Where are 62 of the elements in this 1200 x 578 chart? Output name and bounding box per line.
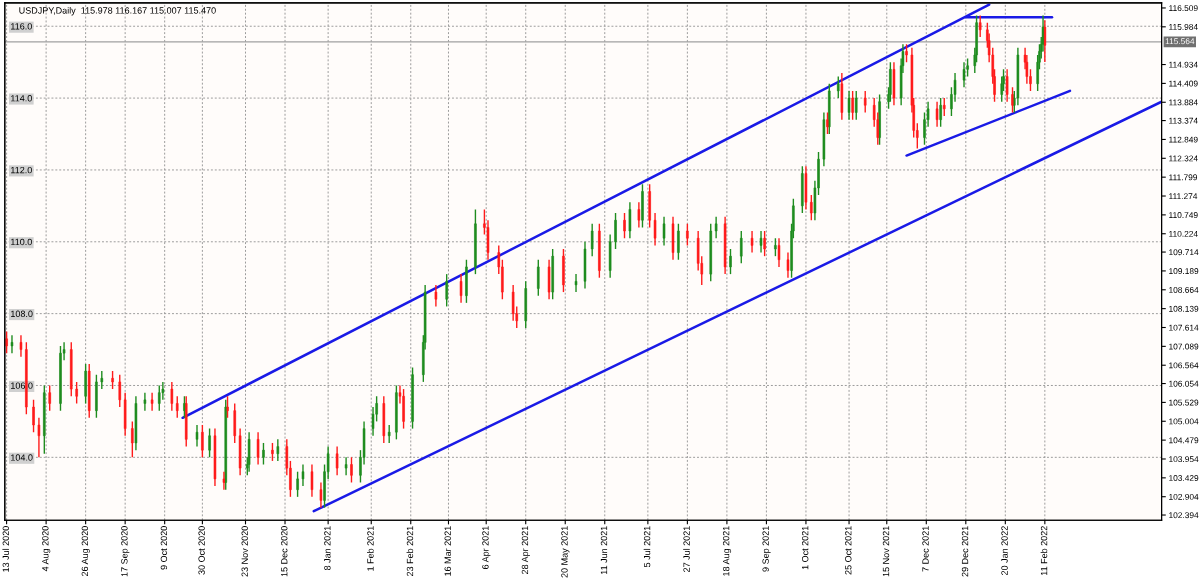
x-tick-label: 15 Nov 2021: [882, 526, 890, 577]
y2-tick-label: 111.274: [1169, 193, 1198, 200]
x-tick-label: 28 Apr 2021: [521, 526, 530, 574]
x-tick-label: 29 Dec 2021: [961, 526, 969, 577]
y2-tick-label: 105.529: [1169, 399, 1199, 406]
y2-tick-label: 111.799: [1169, 174, 1198, 181]
y2-tick-label: 109.714: [1169, 249, 1199, 256]
y2-tick-label: 103.954: [1169, 456, 1199, 463]
x-tick-label: 4 Aug 2020: [42, 526, 51, 572]
y2-tick-label: 107.614: [1169, 324, 1199, 331]
x-tick-label: 23 Nov 2020: [241, 526, 248, 577]
y2-tick-label: 115.984: [1169, 24, 1198, 30]
y-tick-label: 110.0: [11, 238, 32, 246]
x-tick-label: 18 Aug 2021: [722, 526, 732, 576]
y-tick-label: 108.0: [11, 310, 33, 317]
x-tick-label: 1 Feb 2021: [367, 526, 374, 571]
y2-tick-label: 112.324: [1169, 155, 1198, 162]
x-tick-label: 20 May 2021: [561, 526, 570, 578]
x-tick-label: 25 Oct 2021: [845, 526, 852, 575]
x-tick-label: 7 Dec 2021: [922, 526, 929, 572]
x-tick-label: 15 Dec 2020: [281, 526, 288, 577]
y2-tick-label: 108.139: [1169, 305, 1199, 312]
y-tick-label: 116.0: [11, 23, 32, 30]
y2-tick-label: 110.749: [1169, 212, 1198, 218]
x-tick-label: 16 Mar 2021: [444, 526, 451, 576]
x-tick-label: 26 Aug 2020: [81, 526, 90, 577]
x-tick-label: 30 Oct 2020: [198, 526, 205, 575]
x-tick-label: 27 Jul 2021: [683, 526, 690, 572]
y2-tick-label: 107.089: [1169, 343, 1199, 350]
x-tick-label: 6 Apr 2021: [482, 526, 491, 569]
chart-title: USDJPY,Daily 115.978 116.167 115.007 115.470: [19, 7, 216, 16]
y2-tick-label: 114.934: [1169, 61, 1198, 68]
y-tick-label: 112.0: [11, 166, 32, 174]
x-tick-label: 17 Sep 2020: [121, 526, 130, 577]
y2-tick-label: 110.224: [1169, 230, 1198, 237]
y2-tick-label: 103.429: [1169, 475, 1199, 481]
y2-tick-label: 106.054: [1169, 380, 1199, 387]
x-tick-label: 5 Jul 2021: [643, 526, 651, 568]
y2-tick-label: 112.849: [1169, 136, 1198, 143]
y2-tick-label: 108.664: [1169, 286, 1199, 293]
y2-tick-label: 109.189: [1169, 268, 1199, 275]
y-tick-label: 104.0: [11, 454, 33, 461]
x-tick-label: 9 Sep 2021: [762, 526, 771, 572]
y2-tick-label: 102.394: [1169, 512, 1199, 519]
x-tick-label: 1 Oct 2021: [801, 526, 809, 570]
y2-tick-label: 113.374: [1169, 117, 1198, 124]
y2-tick-label: 114.409: [1169, 80, 1198, 87]
y2-tick-label: 106.564: [1169, 362, 1199, 369]
x-tick-label: 11 Jun 2021: [600, 526, 608, 575]
ref-line-label: 115.564: [1165, 38, 1195, 45]
y2-tick-label: 113.884: [1169, 99, 1198, 106]
x-tick-label: 20 Jan 2022: [1001, 526, 1008, 575]
x-tick-label: 11 Feb 2022: [1040, 526, 1048, 576]
x-tick-label: 23 Feb 2021: [406, 526, 414, 576]
y2-tick-label: 104.479: [1169, 437, 1199, 444]
x-tick-label: 9 Oct 2020: [160, 526, 168, 570]
x-tick-label: 8 Jan 2021: [324, 526, 331, 571]
x-tick-label: 13 Jul 2020: [2, 526, 10, 572]
y2-tick-label: 102.904: [1169, 493, 1199, 500]
y2-tick-label: 116.509: [1169, 5, 1198, 12]
y2-tick-label: 105.004: [1169, 418, 1199, 425]
y-tick-label: 114.0: [11, 95, 32, 102]
